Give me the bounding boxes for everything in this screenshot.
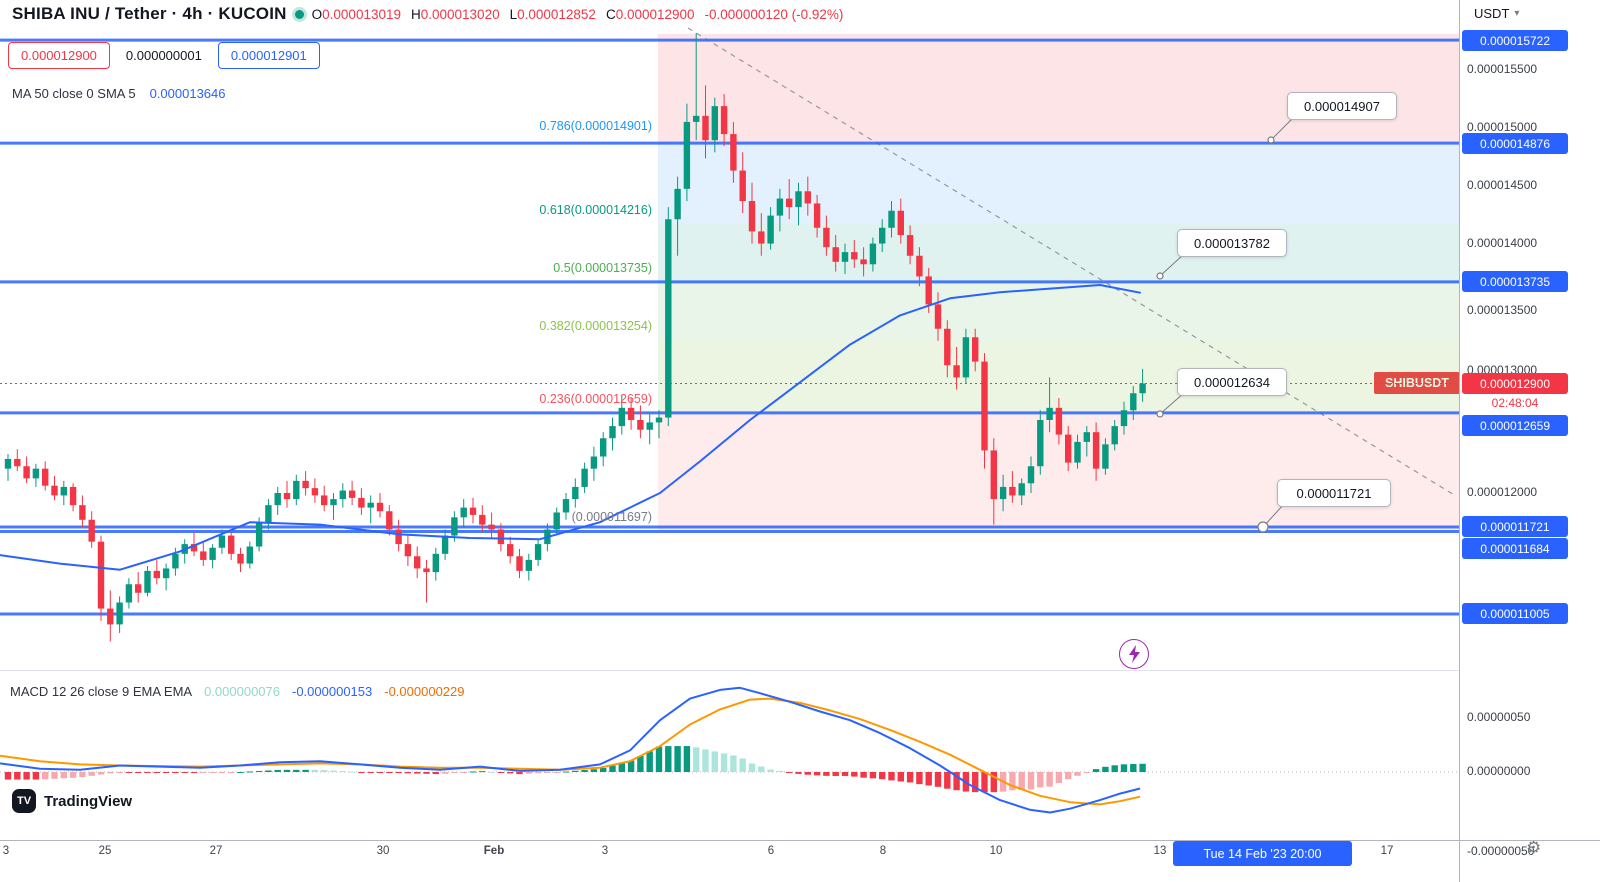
low-value: 0.000012852 [517, 6, 596, 22]
candle-countdown: 02:48:04 [1491, 396, 1539, 410]
high-value: 0.000013020 [420, 6, 500, 22]
currency-label: USDT [1474, 6, 1510, 21]
price-callout-13782[interactable]: 0.000013782 [1177, 229, 1287, 257]
tradingview-logo-text: TradingView [44, 792, 133, 810]
time-label: 3 [601, 845, 609, 857]
ohlc-row: O0.000013019 H0.000013020 L0.000012852 C… [312, 7, 844, 22]
symbol-price-label: SHIBUSDT [1374, 372, 1460, 394]
currency-selector[interactable]: USDT ▾ [1474, 6, 1519, 21]
macd-scale-label: -0.00000050 [1467, 844, 1535, 858]
fib-label-500: 0.5(0.000013735) [553, 261, 652, 275]
macd-hist-value: 0.000000076 [204, 684, 280, 699]
spread-value: 0.000000001 [125, 48, 202, 63]
price-level-tag: 0.000011684 [1462, 538, 1568, 559]
scale-label: 0.000015000 [1467, 120, 1538, 134]
ma-indicator-legend[interactable]: MA 50 close 0 SMA 5 0.000013646 [12, 86, 226, 101]
time-label: 27 [209, 845, 223, 857]
price-callout-12634[interactable]: 0.000012634 [1177, 368, 1287, 396]
open-label: O [311, 6, 323, 22]
scale-label: 0.000012000 [1467, 485, 1538, 499]
macd-line-value: -0.000000153 [292, 684, 373, 699]
tradingview-logo-icon: TV [12, 789, 36, 813]
price-scale[interactable]: USDT ▾ 0.000015500 0.000015000 0.0000145… [1459, 0, 1600, 882]
time-axis[interactable]: 3 25 27 30 Feb 3 6 8 10 13 17 Tue 14 Feb… [0, 841, 1459, 882]
time-label: 10 [989, 845, 1003, 857]
crosshair-time-tag: Tue 14 Feb '23 20:00 [1173, 841, 1352, 866]
sell-button[interactable]: 0.000012900 [8, 42, 110, 69]
tradingview-logo[interactable]: TV TradingView [12, 789, 132, 813]
scale-label: 0.000015500 [1467, 62, 1538, 76]
ma-legend-text: MA 50 close 0 SMA 5 [12, 86, 136, 101]
scale-label: 0.000013500 [1467, 303, 1538, 317]
time-label: 8 [879, 845, 887, 857]
fib-label-618: 0.618(0.000014216) [539, 203, 652, 217]
scale-label: 0.000014000 [1467, 236, 1538, 250]
high-label: H [411, 6, 421, 22]
time-label: 30 [376, 845, 390, 857]
market-status-icon [294, 9, 304, 19]
macd-signal-value: -0.000000229 [384, 684, 465, 699]
gear-icon[interactable]: ⚙ [1526, 838, 1542, 857]
fib-label-382: 0.382(0.000013254) [539, 319, 652, 333]
time-label-month: Feb [483, 845, 505, 857]
macd-indicator-legend[interactable]: MACD 12 26 close 9 EMA EMA 0.000000076 -… [10, 684, 465, 699]
time-label: 17 [1380, 845, 1394, 857]
price-level-tag: 0.000013735 [1462, 271, 1568, 292]
price-level-tag: 0.000011721 [1462, 516, 1568, 537]
chevron-down-icon: ▾ [1514, 8, 1520, 19]
price-level-tag: 0.000014876 [1462, 133, 1568, 154]
fib-label-786: 0.786(0.000014901) [539, 119, 652, 133]
close-value: 0.000012900 [615, 6, 695, 22]
ma-legend-value: 0.000013646 [149, 86, 226, 101]
price-level-tag: 0.000015722 [1462, 30, 1568, 51]
quote-row: 0.000012900 0.000000001 0.000012901 [8, 42, 320, 69]
close-label: C [605, 6, 616, 22]
time-label: 25 [98, 845, 112, 857]
time-label: 13 [1153, 845, 1167, 857]
symbol-title[interactable]: SHIBA INU / Tether · 4h · KUCOIN [12, 4, 287, 23]
price-level-tag: 0.000011005 [1462, 603, 1568, 624]
price-callout-11721[interactable]: 0.000011721 [1277, 479, 1391, 507]
fib-label-236: 0.236(0.000012659) [539, 392, 652, 406]
macd-scale-label: 0.00000050 [1467, 710, 1531, 724]
time-label: 6 [767, 845, 775, 857]
current-price-tag: 0.000012900 [1462, 373, 1568, 394]
price-callout-14907[interactable]: 0.000014907 [1287, 92, 1397, 120]
macd-scale-label: 0.00000000 [1467, 764, 1531, 778]
axis-separator [0, 840, 1600, 841]
lightning-bolt-icon[interactable] [1119, 639, 1149, 669]
buy-button[interactable]: 0.000012901 [217, 42, 320, 69]
open-value: 0.000013019 [322, 6, 401, 22]
price-level-tag: 0.000012659 [1462, 415, 1568, 436]
chart-header: SHIBA INU / Tether · 4h · KUCOIN O0.0000… [12, 4, 843, 24]
fib-label-0: (0.000011697) [571, 510, 652, 524]
scale-label: 0.000014500 [1467, 178, 1538, 192]
low-label: L [509, 6, 518, 22]
time-label: 3 [2, 845, 10, 857]
change-value: -0.000000120 (-0.92%) [704, 6, 844, 22]
macd-legend-text: MACD 12 26 close 9 EMA EMA [10, 684, 193, 699]
